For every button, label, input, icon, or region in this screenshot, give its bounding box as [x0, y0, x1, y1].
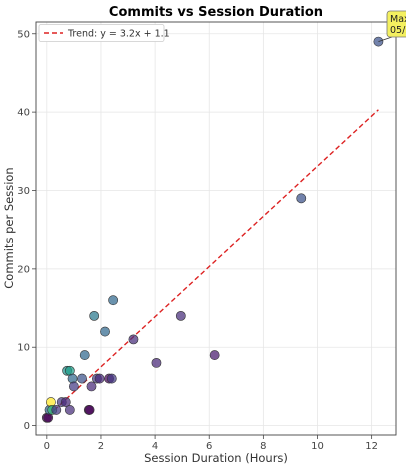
data-point: [373, 36, 384, 47]
y-axis-label: Commits per Session: [2, 167, 16, 288]
data-point: [108, 295, 119, 306]
data-point: [60, 397, 71, 407]
plot-frame: [35, 21, 397, 436]
annotation-text: Max: [390, 14, 406, 25]
max-annotation: Max05/2: [378, 10, 406, 42]
data-point: [79, 350, 90, 360]
data-points: [41, 36, 384, 423]
annotation-arrow: [378, 36, 393, 42]
x-tick-label: 10: [311, 441, 324, 452]
data-point: [94, 373, 105, 384]
y-tick-label: 20: [17, 264, 30, 275]
x-tick-label: 6: [206, 441, 212, 452]
data-point: [86, 381, 97, 392]
data-point: [89, 310, 100, 321]
data-point: [128, 334, 139, 345]
y-tick-label: 50: [17, 29, 30, 40]
grid-lines: [36, 22, 396, 435]
legend: Trend: y = 3.2x + 1.1: [38, 24, 170, 42]
data-point: [209, 350, 220, 360]
legend-box: [38, 24, 165, 42]
data-point: [175, 310, 186, 321]
data-point: [51, 405, 62, 415]
x-tick-label: 12: [365, 441, 378, 452]
x-tick-label: 0: [44, 441, 50, 452]
y-tick-label: 0: [24, 421, 30, 432]
data-point: [77, 373, 87, 384]
axis-ticks: 0 2 4 6 8 10 12 0 10 20 30 40 50: [17, 29, 378, 452]
trend-layer: [47, 109, 379, 417]
legend-trend-label: Trend: y = 3.2x + 1.1: [67, 29, 170, 40]
x-tick-label: 2: [98, 441, 104, 452]
trend-line: [47, 109, 379, 417]
annotation-text: 05/2: [390, 25, 406, 36]
data-point: [68, 381, 79, 392]
data-point: [106, 373, 117, 384]
data-point: [84, 405, 95, 415]
data-point: [296, 193, 307, 204]
data-point: [100, 326, 110, 337]
y-tick-label: 40: [17, 108, 30, 119]
y-tick-label: 30: [17, 186, 30, 197]
x-axis-label: Session Duration (Hours): [144, 451, 288, 465]
x-tick-label: 4: [152, 441, 158, 452]
data-point: [151, 358, 162, 368]
x-tick-label: 8: [260, 441, 266, 452]
chart-title: Commits vs Session Duration: [109, 5, 323, 20]
y-tick-label: 10: [17, 343, 30, 354]
data-point: [64, 405, 75, 415]
annotation-box: [386, 10, 406, 38]
